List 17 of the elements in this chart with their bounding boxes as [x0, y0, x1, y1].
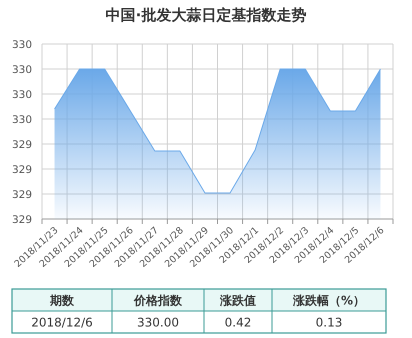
chart-title: 中国·批发大蒜日定基指数走势	[106, 6, 306, 24]
text: 涨跌值	[219, 294, 256, 308]
y-tick-label: 329	[12, 139, 32, 151]
y-tick-label: 330	[12, 89, 32, 101]
text: 330.00	[137, 316, 179, 330]
text: 期数	[49, 294, 75, 308]
y-tick-label: 330	[12, 114, 32, 126]
y-tick-label: 329	[12, 164, 32, 176]
text: 0.42	[224, 316, 252, 330]
text: 涨跌幅（%）	[292, 294, 366, 308]
text: 价格指数	[133, 294, 183, 308]
text: 2018/12/6	[31, 316, 93, 330]
text: 0.13	[316, 316, 342, 330]
y-tick-label: 329	[12, 189, 32, 201]
y-tick-label: 330	[12, 39, 32, 51]
y-tick-label: 329	[12, 214, 32, 226]
y-tick-label: 330	[12, 64, 32, 76]
